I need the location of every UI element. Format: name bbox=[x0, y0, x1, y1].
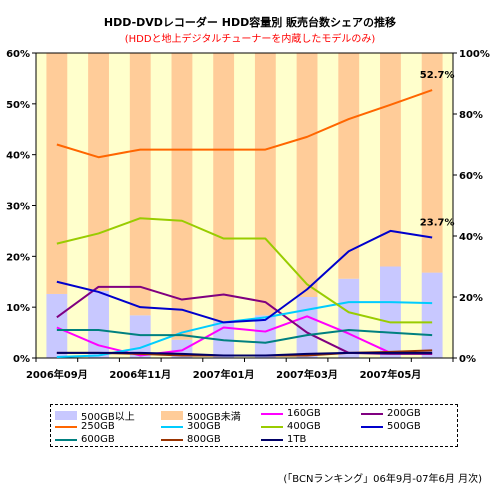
legend-label: 300GB bbox=[187, 421, 221, 432]
bar-500gb-or-more bbox=[338, 278, 360, 358]
bar-500gb-or-more bbox=[254, 315, 276, 358]
legend-label: 400GB bbox=[287, 421, 321, 432]
legend-item: 1TB bbox=[261, 434, 306, 445]
bar-under-500gb bbox=[338, 53, 360, 279]
bar-500gb-or-more bbox=[421, 272, 443, 358]
right-tick-label: 60% bbox=[459, 171, 483, 182]
legend-swatch bbox=[161, 438, 183, 441]
bar-under-500gb bbox=[254, 53, 276, 316]
left-tick-label: 0% bbox=[13, 354, 30, 365]
bar-500gb-or-more bbox=[88, 290, 109, 358]
right-tick-label: 20% bbox=[459, 293, 483, 304]
legend-swatch bbox=[55, 411, 77, 420]
right-tick-label: 100% bbox=[459, 49, 490, 60]
legend-swatch bbox=[55, 425, 77, 428]
bar-under-500gb bbox=[171, 53, 193, 340]
legend-swatch bbox=[261, 412, 283, 415]
legend-swatch bbox=[361, 425, 383, 428]
bar-500gb-or-more bbox=[296, 297, 318, 358]
line-500gb bbox=[56, 229, 433, 324]
legend-item: 200GB bbox=[361, 408, 421, 419]
line-160gb bbox=[56, 315, 433, 357]
chart-title: HDD-DVDレコーダー HDD容量別 販売台数シェアの推移 bbox=[103, 16, 397, 29]
legend-item: 500GB以上 bbox=[55, 408, 135, 423]
bar-500gb-or-more bbox=[129, 315, 151, 358]
x-tick-label: 2006年09月 bbox=[26, 368, 88, 381]
legend-item: 160GB bbox=[261, 408, 321, 419]
legend-item: 500GB未満 bbox=[161, 408, 241, 423]
left-tick-label: 30% bbox=[6, 202, 30, 213]
legend-swatch bbox=[161, 411, 183, 420]
x-tick-label: 2007年01月 bbox=[193, 368, 255, 381]
right-tick-label: 0% bbox=[459, 354, 476, 365]
line-600gb bbox=[56, 329, 433, 344]
legend-item: 500GB bbox=[361, 421, 421, 432]
bar-under-500gb bbox=[129, 53, 151, 316]
legend-item: 800GB bbox=[161, 434, 221, 445]
x-tick-label: 2006年11月 bbox=[109, 368, 171, 381]
left-tick-label: 50% bbox=[6, 100, 30, 111]
legend-label: 200GB bbox=[387, 408, 421, 419]
legend-label: 1TB bbox=[287, 434, 307, 445]
chart-subtitle: (HDDと地上デジタルチューナーを内蔵したモデルのみ) bbox=[124, 34, 376, 45]
legend-item: 400GB bbox=[261, 421, 321, 432]
legend-label: 250GB bbox=[81, 421, 115, 432]
left-tick-label: 10% bbox=[6, 303, 30, 314]
line-250gb bbox=[56, 89, 433, 159]
bar-under-500gb bbox=[88, 53, 109, 291]
legend-label: 800GB bbox=[187, 434, 221, 445]
plot-frame bbox=[35, 52, 454, 359]
bar-500gb-or-more bbox=[46, 293, 68, 358]
legend-label: 160GB bbox=[287, 408, 321, 419]
legend-item: 250GB bbox=[55, 421, 115, 432]
legend-item: 600GB bbox=[55, 434, 115, 445]
data-label: 23.7% bbox=[420, 218, 455, 229]
data-label: 52.7% bbox=[420, 70, 455, 81]
left-tick-label: 20% bbox=[6, 252, 30, 263]
line-400gb bbox=[56, 217, 433, 324]
legend-label: 500GB以上 bbox=[81, 412, 135, 423]
plot-area: 0% 10% 20% 30% 40% 50% 60% 0% 20% 40% 60% 80% 100% 20… bbox=[6, 49, 490, 381]
legend-label: 600GB bbox=[81, 434, 115, 445]
bar-under-500gb bbox=[296, 53, 318, 297]
legend-swatch bbox=[261, 425, 283, 428]
left-tick-label: 40% bbox=[6, 151, 30, 162]
line-300gb bbox=[56, 301, 433, 358]
legend-label: 500GB bbox=[387, 421, 421, 432]
legend-swatch bbox=[161, 425, 183, 428]
right-tick-label: 80% bbox=[459, 110, 483, 121]
legend-item: 300GB bbox=[161, 421, 221, 432]
right-tick-label: 40% bbox=[459, 232, 483, 243]
legend-label: 500GB未満 bbox=[187, 412, 241, 423]
legend-swatch bbox=[361, 412, 383, 415]
bar-under-500gb bbox=[46, 53, 68, 294]
x-tick-label: 2007年05月 bbox=[360, 368, 422, 381]
legend-swatch bbox=[261, 438, 283, 441]
x-tick-label: 2007年03月 bbox=[276, 368, 338, 381]
left-tick-label: 60% bbox=[6, 49, 30, 60]
bar-under-500gb bbox=[213, 53, 235, 322]
bar-under-500gb bbox=[421, 53, 443, 273]
legend: 500GB以上 500GB未満 160GB 200GB 250GB 300GB 400GB 5… bbox=[50, 404, 458, 447]
legend-swatch bbox=[55, 438, 77, 441]
source-note: (「BCNランキング」06年9月-07年6月 月次) bbox=[283, 474, 482, 485]
bar-500gb-or-more bbox=[380, 266, 401, 358]
line-1tb bbox=[56, 351, 433, 357]
